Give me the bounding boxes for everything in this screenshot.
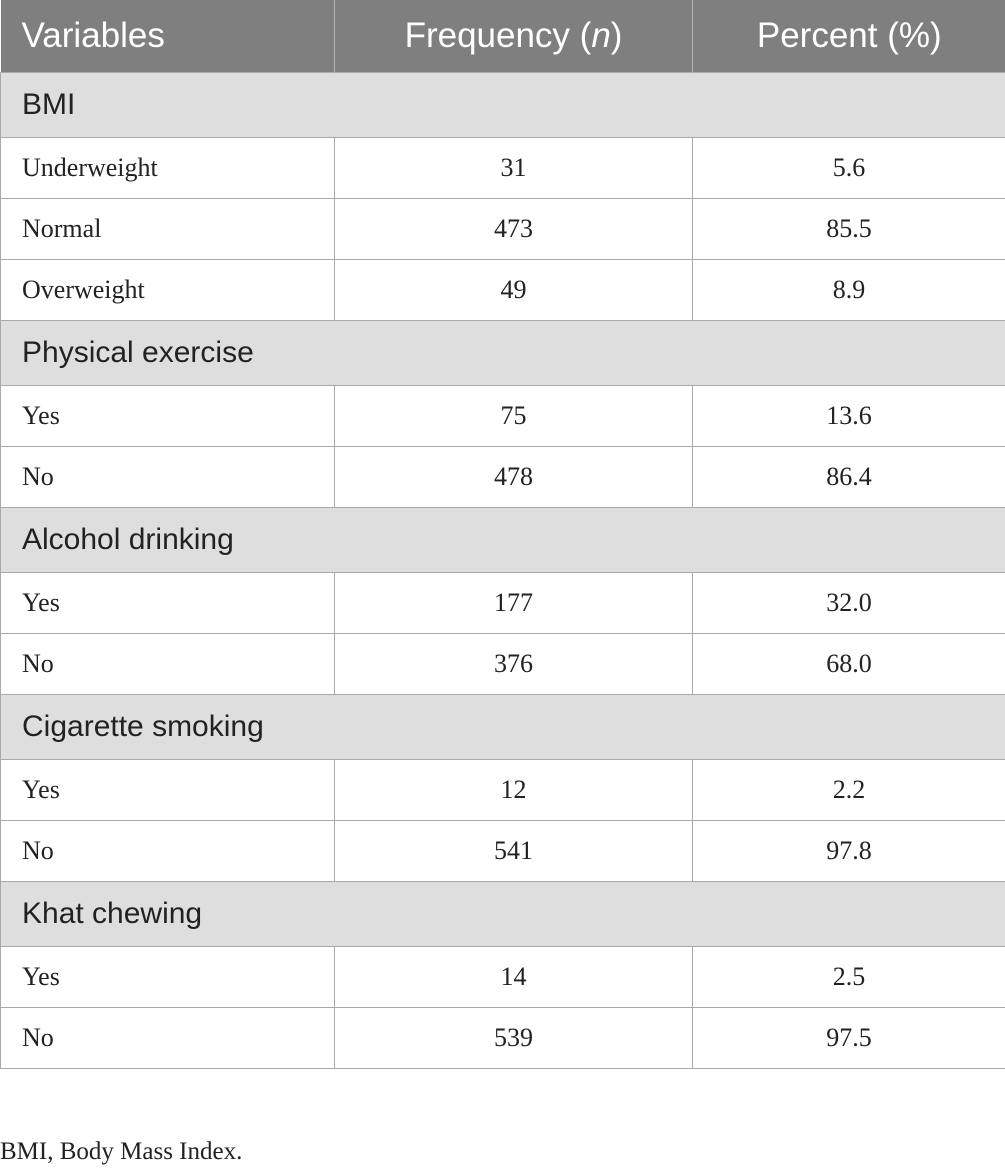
table-body: BMI Underweight 31 5.6 Normal 473 85.5 O… bbox=[0, 72, 1005, 1069]
section-row-bmi: BMI bbox=[0, 72, 1005, 138]
row-label: Underweight bbox=[0, 137, 335, 199]
row-label: No bbox=[0, 633, 335, 695]
row-label: Yes bbox=[0, 946, 335, 1008]
table-row: Yes 12 2.2 bbox=[0, 759, 1005, 821]
section-row-khat-chewing: Khat chewing bbox=[0, 881, 1005, 947]
row-label: Yes bbox=[0, 759, 335, 821]
row-label: No bbox=[0, 446, 335, 508]
table-header: Variables Frequency (n) Percent (%) bbox=[0, 0, 1005, 73]
row-frequency: 539 bbox=[334, 1007, 693, 1069]
row-label: No bbox=[0, 1007, 335, 1069]
section-row-cigarette-smoking: Cigarette smoking bbox=[0, 694, 1005, 760]
section-row-alcohol-drinking: Alcohol drinking bbox=[0, 507, 1005, 573]
header-row: Variables Frequency (n) Percent (%) bbox=[0, 0, 1005, 73]
row-frequency: 14 bbox=[334, 946, 693, 1008]
row-frequency: 541 bbox=[334, 820, 693, 882]
table-row: No 376 68.0 bbox=[0, 633, 1005, 695]
table-row: Underweight 31 5.6 bbox=[0, 137, 1005, 199]
row-label: Yes bbox=[0, 572, 335, 634]
row-frequency: 75 bbox=[334, 385, 693, 447]
row-percent: 85.5 bbox=[692, 198, 1005, 260]
data-table: Variables Frequency (n) Percent (%) BMI … bbox=[0, 0, 1005, 1069]
table-row: Normal 473 85.5 bbox=[0, 198, 1005, 260]
table-row: No 539 97.5 bbox=[0, 1007, 1005, 1069]
table-row: Yes 75 13.6 bbox=[0, 385, 1005, 447]
row-percent: 68.0 bbox=[692, 633, 1005, 695]
row-percent: 32.0 bbox=[692, 572, 1005, 634]
row-percent: 2.2 bbox=[692, 759, 1005, 821]
row-percent: 2.5 bbox=[692, 946, 1005, 1008]
row-frequency: 376 bbox=[334, 633, 693, 695]
row-label: No bbox=[0, 820, 335, 882]
section-title: Physical exercise bbox=[0, 320, 1005, 386]
section-title: Cigarette smoking bbox=[0, 694, 1005, 760]
header-percent: Percent (%) bbox=[692, 0, 1005, 73]
table-row: Yes 14 2.5 bbox=[0, 946, 1005, 1008]
table-footnote: BMI, Body Mass Index. bbox=[0, 1138, 243, 1165]
header-frequency-prefix: Frequency ( bbox=[404, 16, 592, 55]
row-frequency: 478 bbox=[334, 446, 693, 508]
row-frequency: 49 bbox=[334, 259, 693, 321]
table-row: Yes 177 32.0 bbox=[0, 572, 1005, 634]
table-row: Overweight 49 8.9 bbox=[0, 259, 1005, 321]
table-row: No 478 86.4 bbox=[0, 446, 1005, 508]
row-frequency: 177 bbox=[334, 572, 693, 634]
header-frequency-n: n bbox=[591, 16, 611, 55]
section-row-physical-exercise: Physical exercise bbox=[0, 320, 1005, 386]
section-title: Alcohol drinking bbox=[0, 507, 1005, 573]
row-label: Yes bbox=[0, 385, 335, 447]
header-frequency: Frequency (n) bbox=[334, 0, 693, 73]
table-row: No 541 97.8 bbox=[0, 820, 1005, 882]
section-title: BMI bbox=[0, 72, 1005, 138]
row-percent: 8.9 bbox=[692, 259, 1005, 321]
header-frequency-suffix: ) bbox=[610, 16, 623, 55]
row-frequency: 31 bbox=[334, 137, 693, 199]
row-frequency: 473 bbox=[334, 198, 693, 260]
row-percent: 97.8 bbox=[692, 820, 1005, 882]
section-title: Khat chewing bbox=[0, 881, 1005, 947]
row-frequency: 12 bbox=[334, 759, 693, 821]
row-percent: 5.6 bbox=[692, 137, 1005, 199]
row-percent: 13.6 bbox=[692, 385, 1005, 447]
header-variables: Variables bbox=[0, 0, 335, 73]
row-label: Normal bbox=[0, 198, 335, 260]
row-label: Overweight bbox=[0, 259, 335, 321]
row-percent: 86.4 bbox=[692, 446, 1005, 508]
row-percent: 97.5 bbox=[692, 1007, 1005, 1069]
